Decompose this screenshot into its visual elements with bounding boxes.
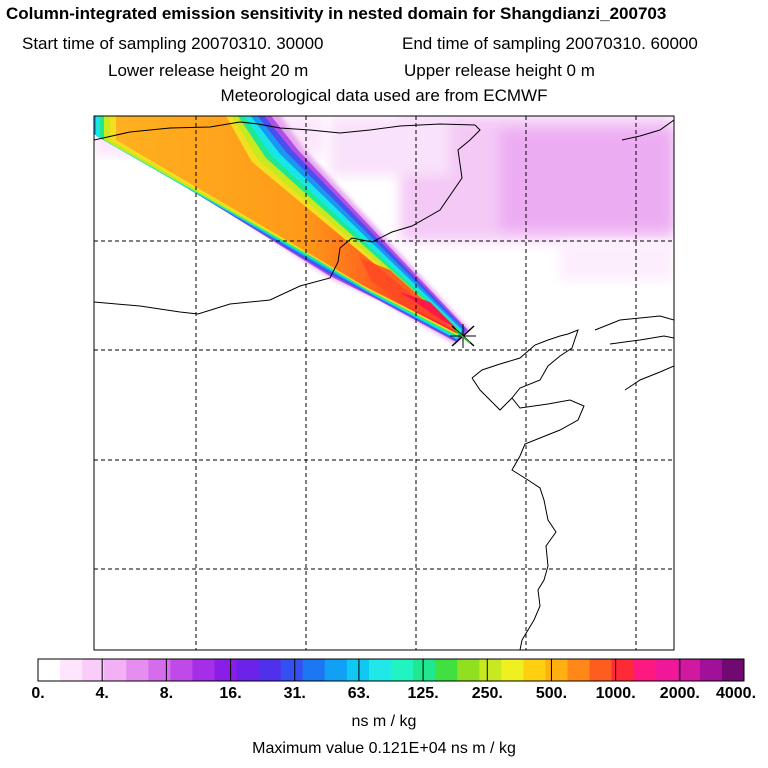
colorbar-label: 2000.	[659, 685, 700, 702]
colorbar-swatch	[280, 659, 304, 681]
colorbar-label: 125.	[407, 685, 439, 702]
colorbar-swatch	[479, 659, 502, 681]
colorbar-swatch	[170, 659, 193, 681]
colorbar-swatch	[60, 659, 83, 681]
colorbar-swatch	[457, 659, 480, 681]
colorbar-label: 4.	[95, 685, 109, 702]
colorbar-label: 31.	[283, 685, 306, 702]
colorbar-swatch	[236, 659, 260, 681]
colorbar-label: 63.	[347, 685, 371, 702]
colorbar-swatch	[324, 659, 348, 681]
colorbar-label: 0.	[31, 685, 45, 702]
coastlines	[94, 119, 674, 650]
colorbar-label: 500.	[535, 685, 568, 702]
colorbar-swatch	[545, 659, 568, 681]
colorbar-swatch	[104, 659, 127, 681]
colorbar-label: 4000.	[715, 685, 757, 702]
colorbar-label: 1000.	[595, 685, 636, 702]
colorbar-swatch	[413, 659, 436, 681]
colorbar-swatch	[699, 659, 723, 681]
colorbar-swatch	[655, 659, 679, 681]
colorbar-label: 16.	[219, 685, 242, 702]
colorbar-swatch	[567, 659, 591, 681]
max-value-label: Maximum value 0.121E+04 ns m / kg	[252, 740, 516, 757]
colorbar-swatch	[391, 659, 414, 681]
colorbar-ticks	[101, 659, 681, 681]
colorbar-swatch	[501, 659, 524, 681]
colorbar-swatch	[302, 659, 326, 681]
colorbar-swatch	[126, 659, 149, 681]
colorbar-swatch	[192, 659, 215, 681]
colorbar-units: ns m / kg	[351, 713, 417, 730]
colorbar-swatch	[82, 659, 105, 681]
grid-lines	[94, 116, 674, 650]
colorbar-swatch	[523, 659, 546, 681]
colorbar-swatch	[677, 659, 701, 681]
colorbar-label: 8.	[159, 685, 174, 702]
colorbar-swatch	[148, 659, 171, 681]
colorbar-swatch	[589, 659, 613, 681]
colorbar-swatch	[611, 659, 635, 681]
colorbar-frame	[37, 658, 745, 682]
end-time-label: End time of sampling 20070310. 60000	[402, 34, 698, 53]
colorbar	[38, 659, 745, 681]
colorbar-swatch	[721, 659, 745, 681]
colorbar-swatch	[258, 659, 282, 681]
sensitivity-plume	[94, 116, 470, 344]
map-frame	[93, 115, 675, 651]
colorbar-swatch	[633, 659, 657, 681]
colorbar-swatch	[38, 659, 61, 681]
upper-release-label: Upper release height 0 m	[404, 61, 595, 80]
colorbar-swatch	[368, 659, 392, 681]
lower-release-label: Lower release height 20 m	[108, 61, 309, 80]
colorbar-label: 250.	[471, 685, 503, 702]
met-data-label: Meteorological data used are from ECMWF	[220, 86, 548, 105]
colorbar-swatch	[346, 659, 370, 681]
receptor-marker	[450, 324, 476, 348]
start-time-label: Start time of sampling 20070310. 30000	[22, 34, 324, 53]
plot-title: Column-integrated emission sensitivity i…	[6, 4, 667, 23]
colorbar-swatch	[435, 659, 458, 681]
colorbar-swatch	[214, 659, 238, 681]
